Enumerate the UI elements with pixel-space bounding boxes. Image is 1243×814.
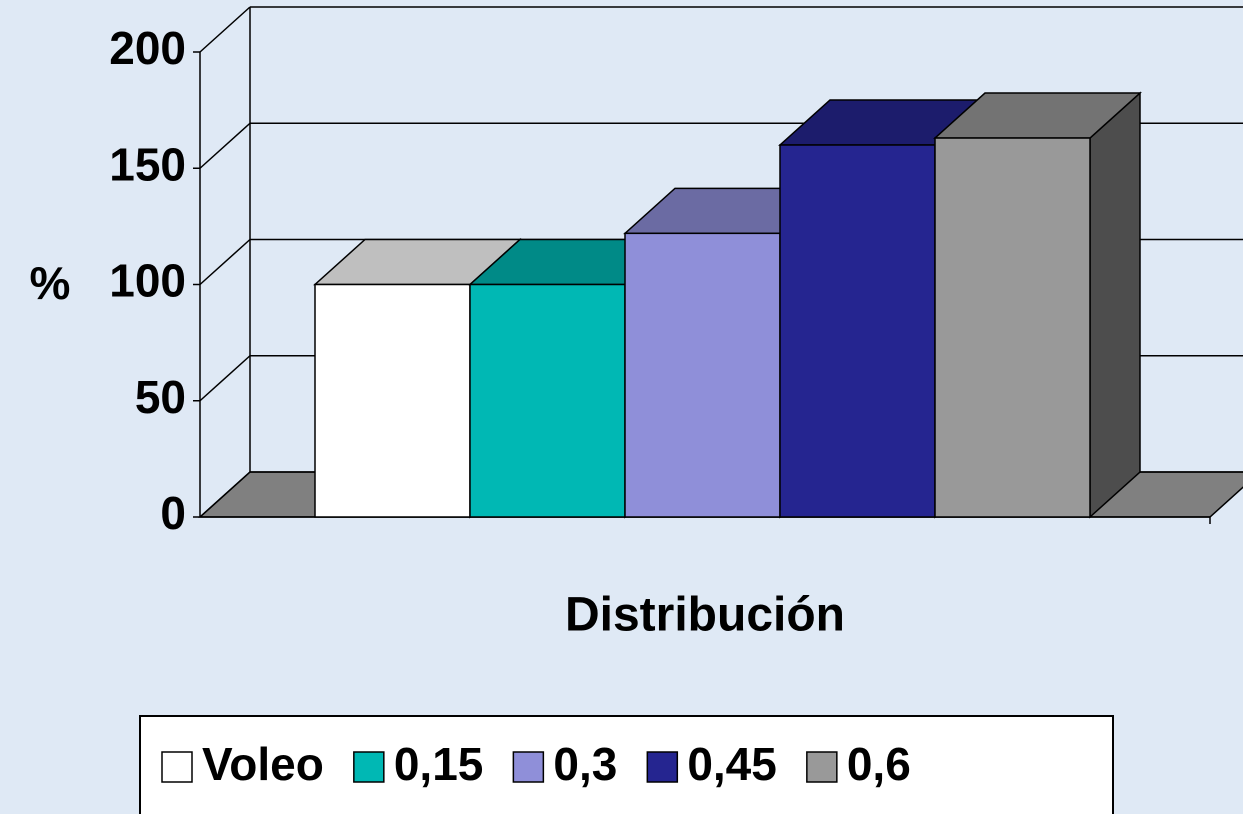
side-grid-line	[199, 6, 251, 53]
bar	[469, 283, 626, 518]
legend-box	[139, 715, 1114, 814]
bar	[779, 144, 936, 518]
y-tick-label: 150	[109, 138, 186, 190]
side-grid-line	[199, 122, 251, 169]
legend: Voleo 0,15 0,3 0,45 0,6	[161, 738, 911, 790]
bar	[314, 283, 471, 518]
legend-label: 0,45	[687, 738, 777, 790]
legend-swatch	[161, 751, 193, 783]
legend-swatch	[646, 751, 679, 783]
legend-swatch	[353, 751, 385, 783]
side-grid-line	[199, 238, 251, 286]
legend-label: 0,15	[394, 738, 484, 790]
y-tick-label: 0	[160, 487, 186, 539]
legend-label: 0,6	[847, 738, 911, 790]
bar	[934, 137, 1091, 518]
y-tick-label: 50	[135, 371, 186, 423]
legend-label: 0,3	[553, 738, 617, 790]
plot-area: 0 50 100 150 200	[109, 6, 1243, 539]
y-axis-title: %	[30, 257, 71, 309]
legend-swatch	[806, 751, 838, 783]
legend-label: Voleo	[202, 738, 324, 790]
side-grid-line	[199, 355, 251, 402]
y-tick-label: 200	[109, 22, 186, 74]
bar-side	[1089, 91, 1141, 519]
x-axis-title: Distribución	[565, 589, 845, 642]
legend-swatch	[512, 751, 545, 783]
bar	[624, 232, 781, 518]
side-grid-line	[199, 471, 251, 518]
y-tick-label: 100	[109, 255, 186, 307]
